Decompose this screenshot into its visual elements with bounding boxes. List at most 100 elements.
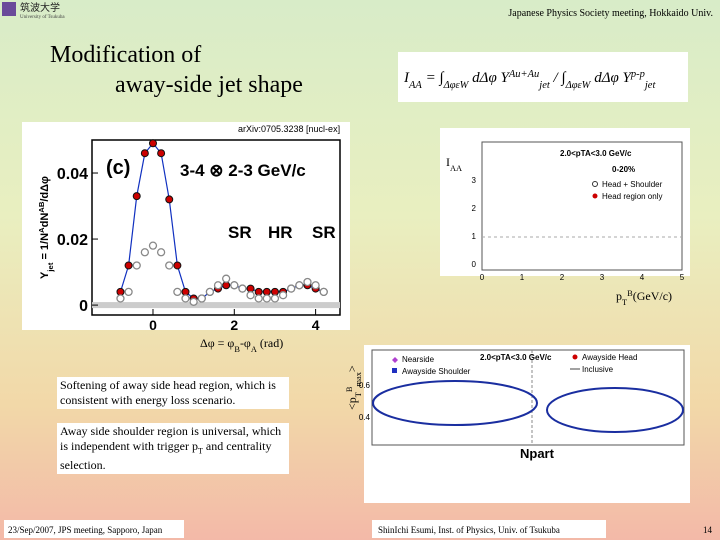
- y-tick-label: 0.6: [359, 381, 371, 390]
- data-point: [262, 294, 271, 303]
- x-tick-label: 2: [230, 317, 238, 333]
- text-part: AA: [450, 164, 462, 173]
- footer-author: ShinIchi Esumi, Inst. of Physics, Univ. …: [378, 525, 560, 535]
- text-part: Δφ = φ: [200, 336, 234, 350]
- text-part: ∫: [560, 70, 567, 86]
- footer-date: 23/Sep/2007, JPS meeting, Sapporo, Japan: [8, 525, 163, 535]
- legend-marker: [392, 368, 397, 373]
- panel-label: (c): [106, 157, 130, 179]
- formula: IAA = ∫ΔφεW dΔφ YAu+Aujet / ∫ΔφεW dΔφ Yp…: [403, 69, 656, 91]
- data-point: [311, 281, 320, 290]
- logo-subtext: University of Tsukuba: [20, 15, 65, 20]
- y-axis-label: IAA: [446, 155, 462, 173]
- x-tick-label: 4: [640, 273, 645, 282]
- data-point: [189, 297, 198, 306]
- legend-entry: Inclusive: [582, 365, 614, 374]
- data-point: [173, 287, 182, 297]
- data-point: [148, 241, 158, 250]
- text-part: (rad): [257, 336, 283, 350]
- x-tick-label: 0: [149, 317, 157, 333]
- data-point: [140, 248, 150, 257]
- y-tick-label: 2: [472, 204, 477, 213]
- text-part: /: [550, 70, 562, 86]
- text-part: B: [345, 386, 354, 392]
- data-point: [270, 294, 280, 303]
- text-part: ΔφεW: [565, 80, 592, 91]
- caption: arXiv:0705.3238 [nucl-ex]: [238, 124, 340, 134]
- legend-entry: Awayside Head: [582, 353, 637, 362]
- text-part: and centrality selection.: [60, 439, 272, 473]
- data-point: [319, 287, 328, 297]
- data-point: [303, 277, 312, 287]
- text-part: (GeV/c): [633, 289, 672, 303]
- meeting: Japanese Physics Society meeting, Hokkai…: [508, 8, 713, 19]
- data-point: [254, 294, 263, 303]
- footer-box: [372, 520, 606, 538]
- baseline-band: [92, 302, 340, 309]
- y-tick-label: 0: [79, 298, 88, 315]
- legend-marker: [592, 193, 598, 199]
- text-part: Y: [39, 271, 51, 279]
- y-tick-label: 0.4: [359, 413, 371, 422]
- data-point: [181, 294, 190, 303]
- y-tick-label: 0.02: [57, 232, 88, 249]
- text-part: Away side shoulder region is universal, …: [60, 424, 282, 453]
- data-point: [246, 291, 255, 300]
- note-universal: Away side shoulder region is universal, …: [57, 423, 289, 475]
- data-point: [213, 281, 223, 290]
- region-label: HR: [268, 223, 293, 242]
- legend-entry: Head region only: [602, 192, 662, 201]
- data-point: [165, 261, 174, 270]
- text-part: T: [197, 446, 203, 456]
- text-part: p: [616, 289, 622, 303]
- x-axis-label: pTB(GeV/c): [616, 289, 672, 307]
- data-point: [124, 287, 133, 297]
- text-part: jet: [46, 262, 55, 272]
- data-point: [116, 294, 125, 303]
- page-number: 14: [703, 525, 713, 535]
- x-axis-label: Npart: [520, 446, 555, 461]
- data-point: [287, 284, 296, 293]
- footer-box: [4, 520, 184, 538]
- highlight: [546, 387, 684, 433]
- text-part: dΔφ Y: [590, 70, 632, 86]
- region-label: SR: [312, 223, 336, 242]
- text-part: jet: [643, 80, 657, 91]
- y-axis-label: <pTBmax>: [345, 365, 363, 410]
- selection: 2.0<pTA<3.0 GeV/c: [480, 353, 552, 362]
- y-tick-label: 3: [472, 176, 477, 185]
- text-part: p-p: [630, 69, 645, 80]
- legend-marker: [392, 357, 398, 363]
- region-label: SR: [228, 223, 252, 242]
- x-tick-label: 1: [520, 273, 525, 282]
- text-part: = 1/N: [39, 233, 51, 263]
- text-part: A: [251, 345, 257, 354]
- note-softening: Softening of away side head region, whic…: [57, 377, 289, 409]
- data-point: [173, 261, 182, 270]
- legend-entry: Awayside Shoulder: [402, 367, 471, 376]
- data-point: [222, 274, 231, 283]
- text-part: <p: [345, 397, 359, 410]
- y-axis-label: Yjet = 1/NAdNAB/dΔφ: [37, 176, 55, 279]
- text-part: B: [234, 345, 240, 354]
- title-line: away-side jet shape: [115, 72, 303, 98]
- data-point: [197, 294, 206, 303]
- text-part: A: [37, 227, 46, 233]
- text-part: max: [354, 371, 363, 386]
- highlight: [372, 380, 538, 426]
- x-tick-label: 3: [600, 273, 605, 282]
- text-part: dΔφ Y: [468, 70, 510, 86]
- text-part: -φ: [240, 336, 251, 350]
- plot-frame: [371, 349, 685, 446]
- text-part: AB: [37, 201, 46, 213]
- centrality: 0-20%: [612, 165, 635, 174]
- text-part: B: [627, 289, 633, 298]
- data-point: [270, 287, 279, 296]
- data-point: [246, 284, 255, 293]
- y-tick-label: 1: [472, 232, 477, 241]
- logo-text: 筑波大学: [20, 1, 60, 14]
- data-point: [222, 281, 231, 290]
- text-part: T: [354, 392, 363, 397]
- selection: 3-4 ⊗ 2-3 GeV/c: [180, 161, 306, 180]
